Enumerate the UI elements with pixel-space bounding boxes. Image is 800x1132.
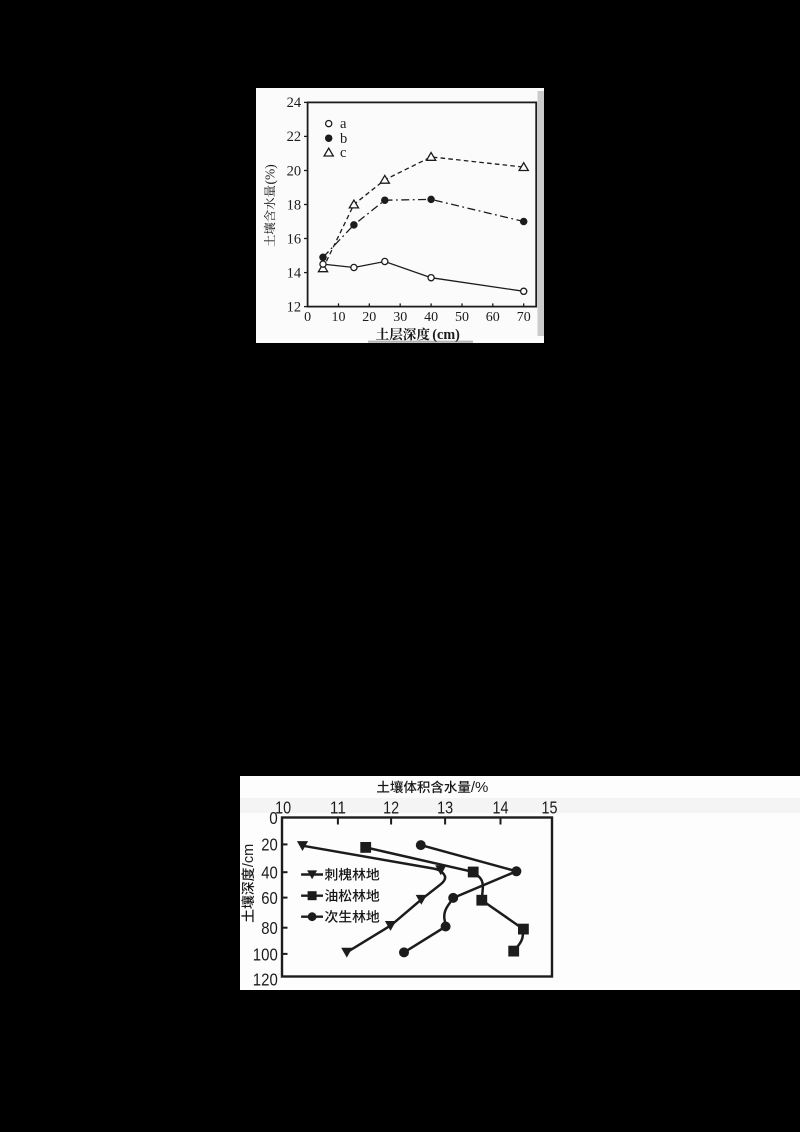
svg-text:40: 40	[424, 310, 438, 325]
svg-text:22: 22	[287, 129, 302, 145]
svg-text:80: 80	[261, 918, 278, 938]
svg-text:60: 60	[261, 888, 278, 908]
svg-text:10: 10	[332, 310, 346, 325]
svg-text:60: 60	[486, 310, 500, 325]
svg-text:70: 70	[517, 310, 531, 325]
svg-text:20: 20	[287, 163, 302, 179]
svg-text:(cm): (cm)	[432, 327, 460, 343]
svg-text:(%): (%)	[262, 164, 277, 184]
svg-text:/cm: /cm	[241, 843, 257, 866]
svg-text:14: 14	[287, 265, 302, 281]
svg-text:30: 30	[393, 310, 407, 325]
svg-text:24: 24	[287, 95, 302, 111]
svg-text:50: 50	[455, 310, 469, 325]
svg-text:b: b	[340, 131, 347, 147]
svg-text:20: 20	[362, 310, 376, 325]
svg-text:15: 15	[541, 797, 557, 817]
svg-text:14: 14	[492, 797, 508, 817]
svg-text:13: 13	[437, 797, 453, 817]
svg-text:18: 18	[287, 197, 302, 213]
svg-text:c: c	[340, 145, 346, 161]
svg-text:40: 40	[261, 862, 278, 882]
svg-text:16: 16	[287, 231, 302, 247]
svg-text:100: 100	[252, 944, 277, 964]
svg-text:a: a	[340, 116, 347, 132]
svg-text:20: 20	[261, 834, 278, 854]
svg-text:0: 0	[304, 310, 311, 325]
svg-text:11: 11	[329, 797, 345, 817]
svg-text:12: 12	[383, 797, 399, 817]
svg-text:10: 10	[275, 797, 291, 817]
svg-text:120: 120	[252, 969, 277, 989]
svg-text:0: 0	[269, 808, 278, 828]
svg-text:12: 12	[287, 299, 302, 315]
svg-text:/%: /%	[470, 779, 488, 796]
